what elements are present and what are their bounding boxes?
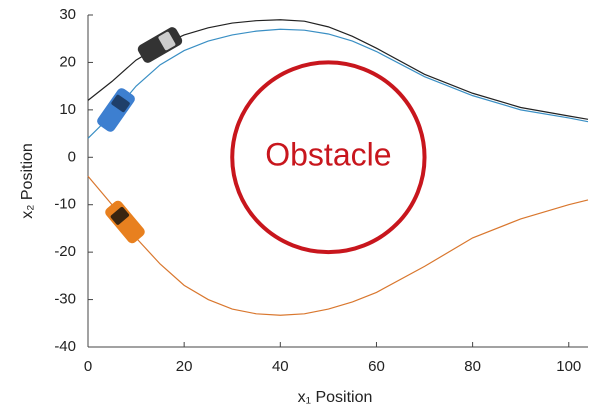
obstacle-label: Obstacle: [265, 137, 391, 173]
y-tick-label: 0: [68, 148, 76, 165]
y-tick-label: -40: [54, 338, 76, 355]
x-tick-label: 60: [368, 358, 385, 375]
car-blue: [95, 86, 137, 134]
y-tick-label: 30: [59, 6, 76, 23]
x-tick-label: 40: [272, 358, 289, 375]
chart: x₁ Position x₂ Position -40 -30 -20 -10 0 10 2…: [0, 0, 589, 416]
y-tick-label: -20: [54, 243, 76, 260]
y-tick-label: 10: [59, 101, 76, 118]
y-tick-label: 20: [59, 53, 76, 70]
y-tick-label: -30: [54, 291, 76, 308]
x-tick-label: 100: [556, 358, 581, 375]
x-tick-label: 0: [84, 358, 92, 375]
car-orange: [103, 199, 147, 246]
y-axis-label: x₂ Position: [19, 143, 36, 219]
trajectory: [88, 176, 588, 315]
x-tick-label: 20: [176, 358, 193, 375]
x-axis-label: x₁ Position: [298, 389, 373, 406]
x-tick-label: 80: [464, 358, 481, 375]
car-black: [136, 25, 184, 64]
y-tick-label: -10: [54, 196, 76, 213]
